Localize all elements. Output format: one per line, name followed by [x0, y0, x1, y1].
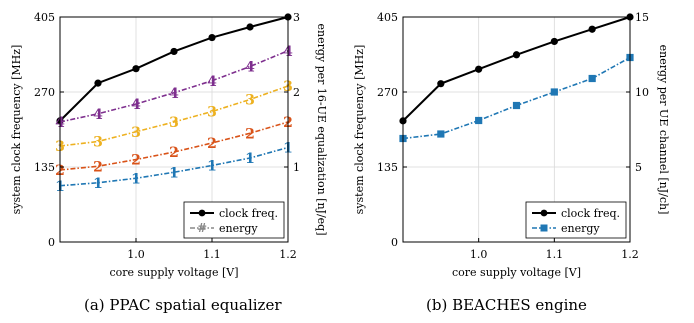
point-label-0-4-3: 4: [169, 86, 179, 102]
legend-box: [183, 201, 285, 239]
series-line-0-2: [59, 121, 289, 171]
point-0-0-4: [208, 33, 216, 42]
point-label-0-2-2: 2: [131, 153, 141, 169]
point-label-0-4-2: 4: [131, 97, 141, 113]
point-label-0-4-5: 4: [245, 60, 255, 76]
y-left-axis-label: system clock frequency [MHz]: [353, 45, 366, 215]
legend-label-energy: energy: [219, 222, 258, 235]
point-label-0-3-1: 3: [93, 135, 103, 151]
point-label-0-1-3: 1: [169, 165, 179, 181]
point-1-1-3: [512, 101, 521, 110]
legend-label-clock: clock freq.: [561, 207, 620, 220]
point-1-0-2: [475, 65, 483, 73]
point-label-0-2-4: 2: [207, 136, 217, 152]
point-label-0-2-1: 2: [93, 159, 103, 175]
legend-marker-clock: [198, 209, 206, 217]
y-left-tick-label: 135: [34, 161, 55, 174]
x-tick-label: 1.1: [546, 248, 564, 261]
plot-frame: [402, 16, 631, 243]
x-axis-label: core supply voltage [V]: [452, 266, 581, 279]
y-right-tick-label: 1: [293, 161, 300, 174]
y-left-tick-label: 405: [34, 11, 55, 24]
legend-label-energy: energy: [561, 222, 600, 235]
chart-1: 1.0 1.1 1.2 0 135 270 405 5 10 15 core supply volt…: [353, 11, 670, 279]
point-1-0-3: [512, 51, 521, 59]
point-label-0-3-4: 3: [207, 105, 217, 121]
caption-a: (a) PPAC spatial equalizer: [84, 296, 282, 314]
y-left-tick-label: 270: [377, 86, 398, 99]
y-right-axis-label: energy per UE channel [nJ/ch]: [657, 45, 670, 215]
point-label-0-1-1: 1: [93, 176, 103, 192]
point-label-0-2-3: 2: [169, 145, 179, 161]
point-label-0-3-3: 3: [169, 115, 179, 131]
y-left-tick-label: 405: [377, 11, 398, 24]
point-1-1-4: [550, 88, 558, 96]
x-axis-label: core supply voltage [V]: [110, 266, 239, 279]
point-1-0-5: [588, 25, 596, 33]
point-0-0-5: [246, 23, 254, 31]
y-right-tick-label: 5: [635, 161, 642, 174]
point-1-1-2: [475, 116, 483, 125]
caption-b: (b) BEACHES engine: [426, 296, 587, 314]
y-left-tick-label: 135: [377, 161, 398, 174]
legend-label-clock: clock freq.: [219, 207, 278, 220]
point-0-0-3: [170, 47, 178, 56]
plot-frame: [59, 16, 289, 243]
x-tick-label: 1.0: [470, 248, 488, 261]
point-label-0-1-5: 1: [245, 151, 255, 167]
series-line-0-3: [59, 85, 289, 147]
y-left-tick-label: 0: [391, 236, 398, 249]
point-label-0-2-5: 2: [245, 126, 255, 142]
x-tick-label: 1.1: [203, 248, 221, 261]
legend-marker-energy: [540, 224, 548, 232]
legend-box: [525, 201, 627, 239]
y-right-tick-label: 10: [635, 86, 649, 99]
point-label-0-4-4: 4: [207, 74, 217, 90]
legend-marker-clock: [540, 209, 548, 217]
series-line-0-1: [59, 146, 289, 187]
point-0-0-2: [132, 65, 140, 73]
y-right-tick-label: 2: [293, 86, 300, 99]
y-left-axis-label: system clock frequency [MHz]: [10, 45, 23, 215]
legend-marker-energy: #: [197, 221, 207, 235]
point-1-0-1: [437, 80, 445, 88]
point-1-1-1: [437, 130, 445, 138]
y-left-tick-label: 0: [48, 236, 55, 249]
point-label-0-3-5: 3: [245, 93, 255, 109]
x-tick-label: 1.2: [279, 248, 297, 261]
point-label-0-1-2: 1: [131, 171, 141, 187]
y-right-tick-label: 3: [293, 11, 300, 24]
y-left-tick-label: 270: [34, 86, 55, 99]
point-1-0-4: [550, 37, 558, 46]
point-1-1-5: [588, 74, 596, 83]
series-line-0-4: [59, 50, 289, 123]
y-right-axis-label: energy per 16-UE equalization [nJ/eq]: [315, 24, 328, 236]
point-label-0-3-2: 3: [131, 125, 141, 141]
x-tick-label: 1.0: [127, 248, 145, 261]
x-tick-label: 1.2: [621, 248, 639, 261]
point-label-0-1-4: 1: [207, 159, 217, 175]
y-right-tick-label: 15: [635, 11, 649, 24]
point-label-0-4-1: 4: [93, 107, 103, 123]
point-0-0-1: [94, 79, 102, 87]
series-line-1-1: [402, 56, 631, 140]
